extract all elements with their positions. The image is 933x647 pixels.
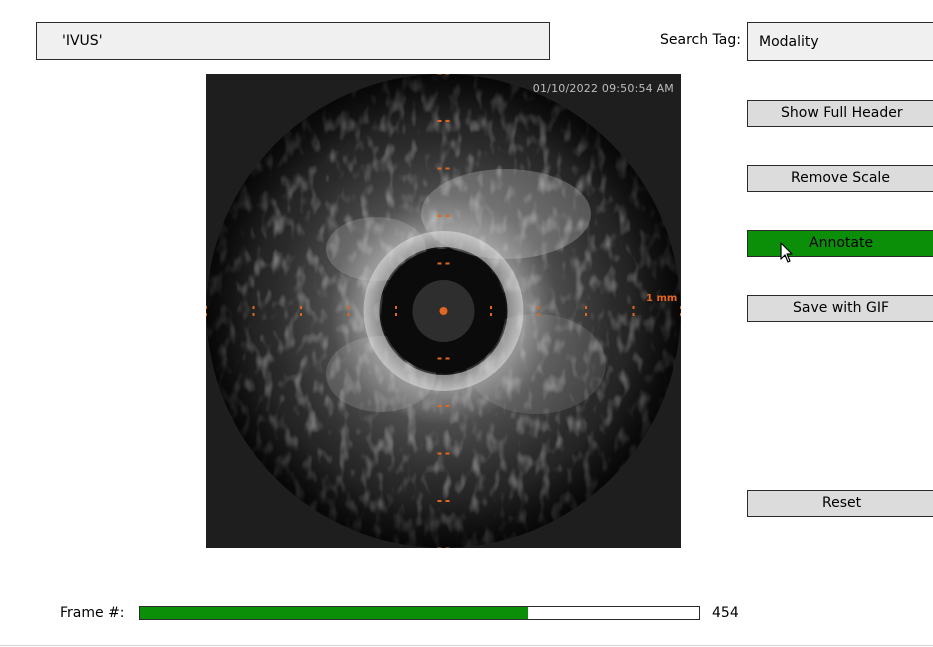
scale-tick	[252, 306, 255, 316]
scale-markers	[206, 74, 681, 548]
scale-tick	[437, 452, 450, 455]
reset-button[interactable]: Reset	[747, 490, 933, 517]
bottom-divider	[0, 645, 933, 646]
scale-label: 1 mm	[646, 293, 678, 304]
scale-tick	[300, 306, 302, 316]
scale-tick	[680, 306, 681, 316]
scale-tick	[437, 357, 450, 360]
ivus-frame-image	[206, 74, 681, 548]
scale-tick	[437, 120, 450, 122]
show-full-header-button[interactable]: Show Full Header	[747, 100, 933, 127]
tag-value-display: 'IVUS'	[36, 22, 550, 60]
scale-tick	[490, 306, 492, 316]
scale-tick	[347, 306, 350, 316]
frame-slider-fill	[140, 607, 528, 619]
image-timestamp: 01/10/2022 09:50:54 AM	[532, 82, 674, 95]
scale-tick	[437, 74, 450, 75]
annotate-button[interactable]: Annotate	[747, 230, 933, 257]
scale-tick	[437, 547, 450, 548]
search-tag-label: Search Tag:	[660, 32, 741, 48]
scale-tick	[537, 306, 540, 316]
scale-tick	[437, 215, 450, 217]
frame-label: Frame #:	[60, 605, 125, 621]
scale-tick	[437, 405, 450, 407]
scale-tick	[206, 306, 207, 316]
mouse-pointer-icon	[780, 242, 793, 263]
scale-tick	[585, 306, 587, 316]
scale-tick	[632, 306, 635, 316]
scale-tick	[437, 262, 450, 265]
frame-slider[interactable]	[139, 606, 700, 620]
ivus-image-viewer[interactable]: 01/10/2022 09:50:54 AM 1 mm	[206, 74, 681, 548]
save-with-gif-button[interactable]: Save with GIF	[747, 295, 933, 322]
remove-scale-button[interactable]: Remove Scale	[747, 165, 933, 192]
scale-tick	[437, 167, 450, 170]
scale-tick	[437, 500, 450, 502]
scale-tick	[395, 306, 397, 316]
search-tag-input[interactable]	[747, 22, 933, 61]
frame-number-value: 454	[712, 605, 739, 621]
tag-value-text: 'IVUS'	[62, 33, 103, 49]
